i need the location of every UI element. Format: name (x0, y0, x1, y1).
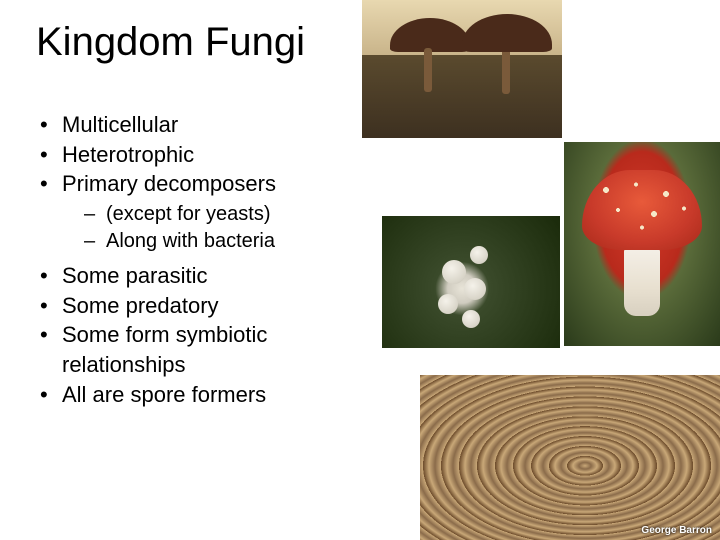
puffball-icon (464, 278, 486, 300)
image-brown-mushrooms (362, 0, 562, 138)
puffball-icon (442, 260, 466, 284)
bullet-symbiotic: Some form symbiotic relationships (40, 320, 370, 379)
bullet-decomposers: Primary decomposers (except for yeasts) … (40, 169, 370, 255)
bullet-content: Multicellular Heterotrophic Primary deco… (40, 110, 370, 410)
puffball-icon (438, 294, 458, 314)
image-puffball-fungi (382, 216, 560, 348)
amanita-cap-icon (582, 170, 702, 250)
amanita-stem-icon (624, 246, 660, 316)
sub-bullet-list-1: (except for yeasts) Along with bacteria (62, 201, 370, 255)
puffball-icon (462, 310, 480, 328)
image-bracket-fungus: George Barron (420, 375, 720, 540)
slide: Kingdom Fungi Multicellular Heterotrophi… (0, 0, 720, 540)
bullet-multicellular: Multicellular (40, 110, 370, 140)
image-credit: George Barron (641, 525, 712, 536)
slide-title: Kingdom Fungi (36, 20, 305, 65)
bullet-parasitic: Some parasitic (40, 261, 370, 291)
main-bullet-list: Multicellular Heterotrophic Primary deco… (40, 110, 370, 410)
bullet-heterotrophic: Heterotrophic (40, 140, 370, 170)
bullet-predatory: Some predatory (40, 291, 370, 321)
subbullet-bacteria: Along with bacteria (62, 228, 370, 255)
bullet-decomposers-text: Primary decomposers (62, 171, 276, 196)
mushroom-stem-icon (424, 48, 432, 92)
puffball-icon (470, 246, 488, 264)
mushroom-stem-icon (502, 48, 510, 94)
subbullet-yeasts: (except for yeasts) (62, 201, 370, 228)
bullet-spore: All are spore formers (40, 380, 370, 410)
image-amanita-mushroom (564, 142, 720, 346)
